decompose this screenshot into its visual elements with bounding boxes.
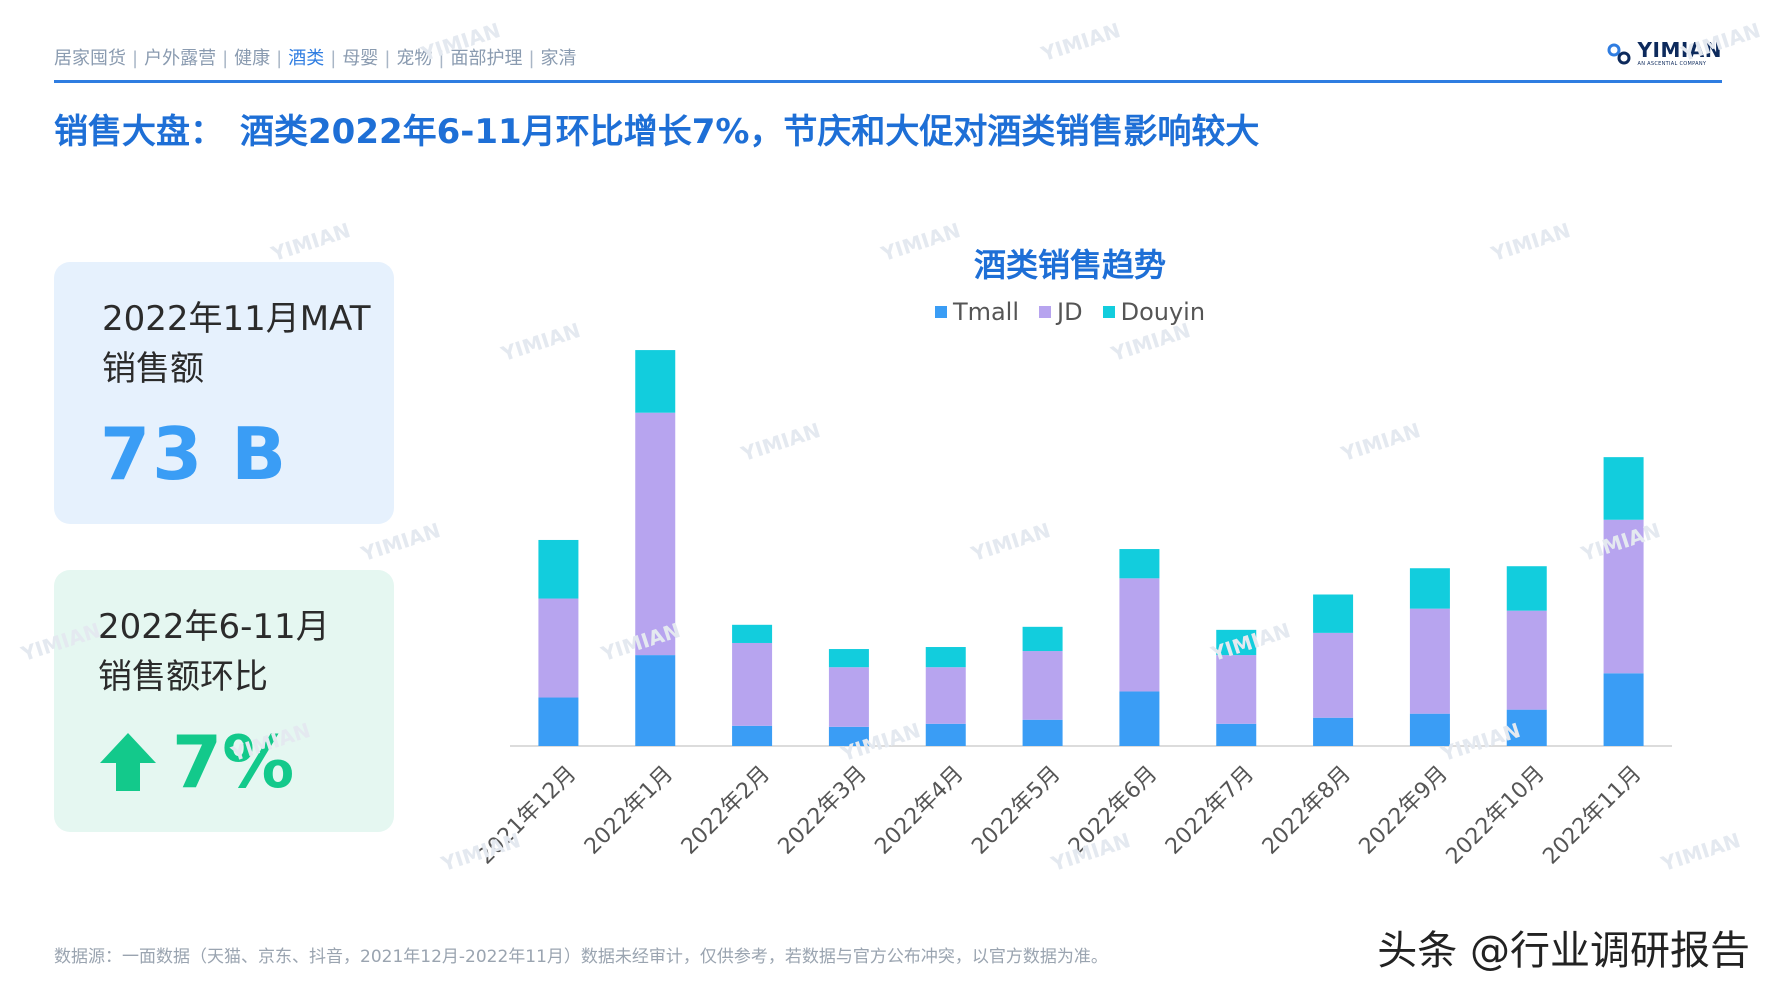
bar-segment-douyin — [1313, 594, 1354, 633]
nav-item[interactable]: 宠物 — [396, 48, 433, 69]
nav-separator: | — [276, 48, 283, 69]
growth-value-row: 7% — [100, 720, 294, 804]
x-tick-label: 2022年6月 — [1064, 761, 1162, 859]
bar-segment-tmall — [1313, 717, 1354, 746]
bar-segment-jd — [732, 642, 773, 726]
nav-item[interactable]: 面部护理 — [450, 48, 523, 69]
mat-sales-card: 2022年11月MAT 销售额 73 B — [54, 262, 394, 524]
mat-sales-label-line2: 销售额 — [102, 349, 204, 389]
x-tick-label: 2022年8月 — [1258, 761, 1356, 859]
bar-segment-jd — [538, 598, 579, 698]
arrow-up-icon — [100, 733, 156, 791]
bar-segment-tmall — [1119, 691, 1160, 746]
bar-segment-tmall — [1409, 713, 1450, 746]
bar-segment-tmall — [1216, 723, 1257, 746]
page-title-prefix: 销售大盘： — [54, 112, 224, 152]
page-title: 销售大盘： 酒类2022年6-11月环比增长7%，节庆和大促对酒类销售影响较大 — [54, 104, 1259, 153]
bar-segment-jd — [828, 667, 869, 727]
nav-item[interactable]: 居家囤货 — [54, 48, 126, 69]
legend-item: Douyin — [1102, 298, 1206, 326]
bar-segment-tmall — [828, 726, 869, 746]
category-nav: 居家囤货 | 户外露营 | 健康 | 酒类 | 母婴 | 宠物 | 面部护理 | 家清 — [54, 44, 577, 70]
growth-label: 2022年6-11月 销售额环比 — [98, 602, 330, 702]
x-tick-label: 2022年9月 — [1355, 761, 1453, 859]
bar-segment-jd — [1119, 578, 1160, 692]
nav-separator: | — [222, 48, 229, 69]
x-tick-label: 2022年7月 — [1161, 761, 1259, 859]
growth-label-line2: 销售额环比 — [98, 657, 268, 697]
author-signature: 头条 @行业调研报告 — [1377, 928, 1750, 974]
legend-swatch — [1039, 306, 1052, 318]
bar-segment-douyin — [925, 647, 966, 668]
bar-segment-douyin — [1216, 629, 1257, 656]
x-tick-label: 2022年2月 — [677, 761, 775, 859]
bar-segment-jd — [1216, 655, 1257, 724]
chart-title: 酒类销售趋势 — [973, 246, 1166, 284]
bar-segment-jd — [1506, 610, 1547, 710]
nav-separator: | — [528, 48, 535, 69]
legend-item: Tmall — [934, 298, 1020, 326]
legend-label: Douyin — [1120, 298, 1206, 326]
yimian-logo-icon — [1607, 43, 1631, 64]
page-title-text: 酒类2022年6-11月环比增长7%，节庆和大促对酒类销售影响较大 — [240, 112, 1260, 152]
nav-separator: | — [438, 48, 445, 69]
x-tick-label: 2022年10月 — [1442, 761, 1550, 869]
bar-segment-jd — [635, 412, 676, 656]
bar-segment-tmall — [1022, 719, 1063, 746]
bar-segment-tmall — [925, 723, 966, 746]
bar-segment-jd — [925, 667, 966, 724]
bar-segment-tmall — [1506, 709, 1547, 746]
bar-segment-jd — [1313, 632, 1354, 718]
bar-segment-tmall — [1603, 673, 1644, 746]
legend-label: Tmall — [952, 298, 1020, 326]
chart-legend: Tmall JD Douyin — [0, 298, 1778, 326]
nav-item[interactable]: 母婴 — [342, 48, 379, 69]
bar-segment-douyin — [1506, 566, 1547, 611]
x-tick-label: 2022年5月 — [967, 761, 1065, 859]
x-tick-label: 2021年12月 — [473, 761, 581, 869]
nav-item[interactable]: 酒类 — [288, 48, 325, 69]
nav-item[interactable]: 家清 — [540, 48, 577, 69]
bar-segment-douyin — [635, 350, 676, 413]
nav-separator: | — [330, 48, 337, 69]
bar-segment-jd — [1409, 608, 1450, 714]
mat-sales-label-line1: 2022年11月MAT — [102, 299, 371, 339]
mat-sales-value: 73 B — [100, 412, 289, 496]
legend-item: JD — [1039, 298, 1083, 326]
brand-name: YIMIAN — [1637, 38, 1722, 62]
nav-item[interactable]: 健康 — [234, 48, 271, 69]
bar-segment-tmall — [635, 655, 676, 746]
data-source-footnote: 数据源：一面数据（天猫、京东、抖音，2021年12月-2022年11月）数据未经… — [54, 947, 1108, 967]
mat-sales-label: 2022年11月MAT 销售额 — [102, 294, 371, 394]
bar-segment-douyin — [1603, 457, 1644, 520]
bar-segment-tmall — [732, 725, 773, 746]
legend-swatch — [1102, 306, 1115, 318]
nav-item[interactable]: 户外露营 — [144, 48, 217, 69]
x-tick-label: 2022年1月 — [580, 761, 678, 859]
legend-swatch — [934, 306, 947, 318]
nav-separator: | — [132, 48, 139, 69]
growth-value: 7% — [172, 720, 295, 804]
bar-segment-jd — [1022, 651, 1063, 720]
x-tick-label: 2022年11月 — [1538, 761, 1646, 869]
legend-label: JD — [1057, 298, 1083, 326]
bar-segment-douyin — [828, 649, 869, 668]
bar-segment-douyin — [1022, 626, 1063, 652]
nav-separator: | — [384, 48, 391, 69]
brand-tagline: AN ASCENTIAL COMPANY — [1637, 61, 1707, 67]
growth-label-line1: 2022年6-11月 — [98, 607, 330, 647]
bar-segment-tmall — [538, 697, 579, 746]
bar-segment-douyin — [732, 624, 773, 643]
bar-segment-douyin — [538, 539, 579, 599]
x-tick-label: 2022年4月 — [870, 761, 968, 859]
growth-card: 2022年6-11月 销售额环比 7% — [54, 570, 394, 832]
bar-segment-douyin — [1119, 549, 1160, 579]
bar-segment-douyin — [1409, 568, 1450, 609]
bar-segment-jd — [1603, 519, 1644, 674]
yimian-logo: YIMIAN AN ASCENTIAL COMPANY — [1606, 40, 1722, 67]
header-divider — [54, 80, 1722, 83]
x-tick-label: 2022年3月 — [774, 761, 872, 859]
